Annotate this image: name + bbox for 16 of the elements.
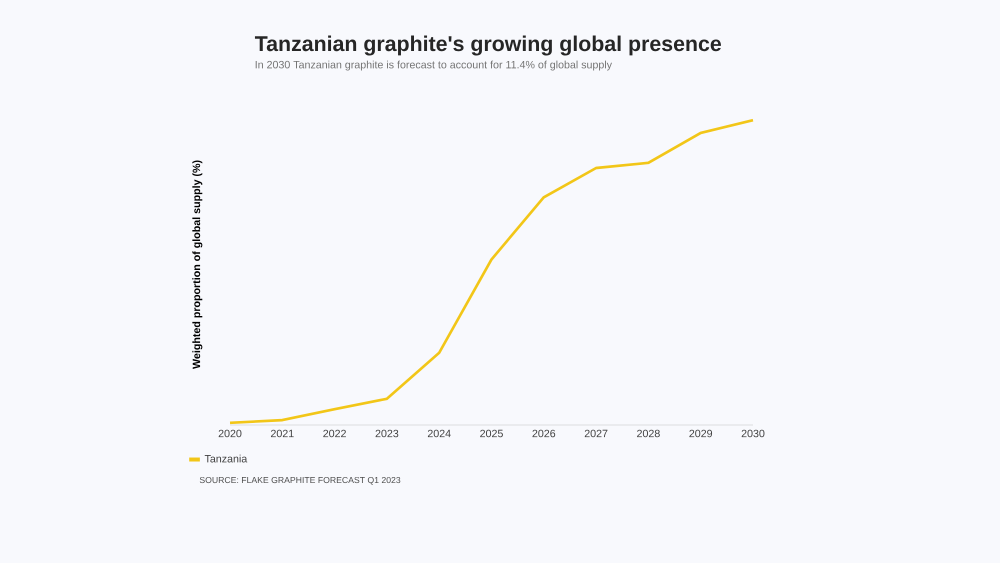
source-note: SOURCE: FLAKE GRAPHITE FORECAST Q1 2023 bbox=[200, 476, 400, 485]
x-tick-label: 2023 bbox=[376, 430, 398, 438]
legend-label: Tanzania bbox=[204, 454, 248, 462]
chart-title: Tanzanian graphite's growing global presence bbox=[254, 36, 721, 56]
x-tick-label: 2021 bbox=[270, 430, 294, 438]
x-tick-label: 2024 bbox=[428, 430, 451, 438]
chart-subtitle: In 2030 Tanzanian graphite is forecast to account for 11.4% of global supply bbox=[256, 60, 612, 71]
x-tick-label: 2022 bbox=[323, 430, 346, 438]
x-tick-label: 2028 bbox=[637, 430, 660, 438]
x-tick-label: 2027 bbox=[584, 430, 608, 438]
x-tick-label: 2025 bbox=[480, 430, 503, 438]
y-axis-title: Weighted proportion of global supply (%) bbox=[192, 160, 202, 369]
x-tick-label: 2029 bbox=[689, 430, 712, 438]
x-tick-label: 2026 bbox=[532, 430, 556, 438]
x-tick-label: 2030 bbox=[742, 430, 764, 438]
x-tick-label: 2020 bbox=[218, 430, 242, 438]
